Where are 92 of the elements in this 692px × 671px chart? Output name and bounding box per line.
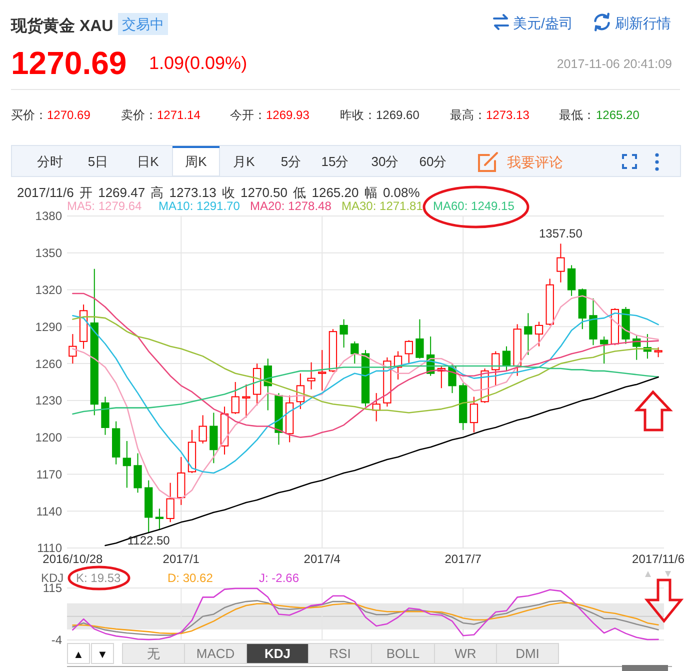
candlestick [166, 482, 174, 523]
text: 1269.93 [266, 108, 310, 122]
text: 1269.60 [376, 108, 420, 122]
text: 1270.69 [47, 108, 91, 122]
text: MA5: 1279.64 [67, 199, 142, 213]
text: 周K [185, 154, 208, 169]
text: DMI [516, 646, 540, 661]
text: D: 30.62 [168, 571, 214, 585]
text: 1271.14 [157, 108, 201, 122]
y-tick-label: 1320 [35, 282, 62, 297]
text: 2017-11-06 20:41:09 [556, 57, 672, 71]
text: WR [454, 646, 476, 661]
text: 现货黄金 XAU [10, 17, 114, 35]
candlestick [210, 412, 218, 464]
y-tick-label: 1350 [35, 246, 62, 260]
chart-subtitle: 2017/11/6 开 1269.47 高 1273.13 收 1270.50 低 1265.20 幅 0.08% [17, 185, 420, 200]
text: 分时 [37, 154, 63, 169]
candlestick [350, 340, 359, 364]
text: 最高： [450, 108, 486, 122]
y-tick-label: 1260 [35, 356, 62, 371]
line-series [72, 588, 659, 640]
candlestick [502, 346, 511, 372]
candlestick [654, 346, 662, 358]
text: 1.09(0.09%) [149, 53, 248, 73]
text: 5分 [280, 154, 302, 169]
candlestick [155, 508, 164, 530]
text: 昨收： [340, 108, 376, 122]
candlestick [524, 312, 532, 356]
candlestick [567, 264, 576, 296]
text: 30分 [371, 154, 399, 169]
candlestick [231, 382, 240, 414]
candlestick [404, 340, 413, 364]
text: 刷新行情 [615, 15, 671, 31]
text: 15分 [321, 154, 349, 169]
y-tick-label: 1170 [36, 467, 62, 482]
annotation: 1122.50 [127, 534, 170, 548]
x-tick-label: 2017/1 [162, 552, 200, 566]
text: 最低： [559, 108, 595, 122]
text: MA30: 1271.81 [342, 199, 424, 213]
text: MA20: 1278.48 [250, 199, 332, 213]
text: 买价： [11, 108, 47, 122]
line-series [72, 312, 659, 474]
x-tick-label: 2017/4 [304, 552, 341, 566]
series-label: J: -2.66 [259, 571, 300, 585]
candlestick [307, 362, 316, 390]
candlestick [340, 318, 348, 348]
candlestick [600, 336, 608, 364]
candlestick [556, 243, 565, 283]
text: KDJ [264, 646, 291, 661]
text: 卖价： [121, 108, 157, 122]
x-tick-label: 2017/7 [444, 552, 482, 566]
text: RSI [329, 646, 351, 661]
candlestick [318, 350, 326, 392]
text: K: 19.53 [76, 571, 122, 585]
candlestick [416, 318, 424, 360]
x-tick-label: 2017/11/6 [632, 552, 685, 566]
y-tick-label: 1140 [36, 504, 62, 518]
text: 今开： [230, 108, 266, 122]
candlestick [242, 384, 250, 418]
y-tick-label: 1200 [35, 430, 62, 445]
y-tick-label: -4 [51, 633, 62, 648]
candlestick [470, 396, 478, 433]
text: MA60: 1249.15 [433, 199, 515, 213]
text: ▼ [97, 649, 108, 661]
y-tick-label: 1230 [35, 394, 62, 408]
candlestick [68, 334, 77, 364]
text: MA10: 1291.70 [158, 199, 240, 213]
y-tick-label: 1290 [35, 320, 62, 334]
annotation: 1357.50 [539, 226, 583, 241]
text: 日K [137, 154, 160, 169]
line-series [104, 376, 659, 546]
text: 美元/盎司 [513, 15, 573, 31]
text: 月K [233, 154, 256, 169]
text: 1270.69 [11, 45, 127, 81]
candlestick [122, 440, 131, 488]
candlestick [198, 414, 207, 444]
y-tick-label: 1380 [35, 209, 62, 224]
text: 无 [147, 646, 160, 661]
text: 5日 [88, 154, 108, 169]
text: BOLL [386, 646, 420, 661]
text: ▲ [73, 649, 84, 661]
text: 60分 [419, 154, 447, 169]
line-series [72, 292, 659, 438]
text: 1273.13 [486, 108, 530, 122]
text: MACD [196, 646, 235, 661]
text: 交易中 [122, 16, 164, 32]
text: 我要评论 [507, 154, 563, 170]
candlestick [492, 350, 500, 386]
candlestick [589, 298, 598, 346]
candlestick [534, 321, 544, 347]
candlestick [134, 452, 142, 494]
text: 1265.20 [596, 108, 640, 122]
